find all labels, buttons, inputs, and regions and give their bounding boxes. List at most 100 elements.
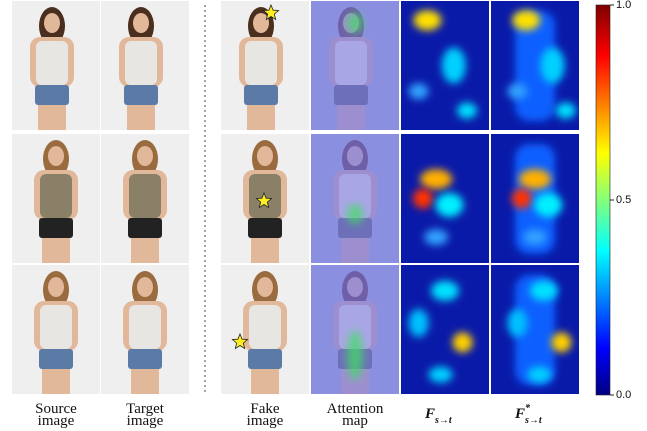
heatmap-blob bbox=[527, 367, 551, 383]
attention-hot bbox=[347, 330, 363, 380]
colorbar bbox=[596, 5, 610, 395]
cell-content bbox=[311, 134, 399, 263]
column-label: Fs→t bbox=[424, 406, 453, 426]
top bbox=[129, 174, 161, 218]
shorts bbox=[248, 349, 282, 369]
legs bbox=[251, 238, 279, 263]
colorbar-tick-label: 0.5 bbox=[616, 194, 631, 206]
legs bbox=[247, 105, 275, 130]
image-cell bbox=[101, 134, 189, 263]
colorbar-tick-label: 1.0 bbox=[616, 0, 631, 11]
cell-content bbox=[101, 265, 189, 394]
head bbox=[253, 13, 269, 33]
image-cell bbox=[491, 1, 579, 130]
image-cell bbox=[101, 265, 189, 394]
legs bbox=[251, 369, 279, 394]
shorts bbox=[39, 349, 73, 369]
legs bbox=[131, 238, 159, 263]
legs bbox=[127, 105, 155, 130]
attention-hot bbox=[347, 13, 363, 33]
legs bbox=[337, 105, 365, 130]
heatmap-blob bbox=[541, 48, 565, 84]
column-label: image bbox=[38, 413, 75, 429]
shorts bbox=[39, 218, 73, 238]
image-cell bbox=[491, 265, 579, 394]
heatmap-blob bbox=[431, 281, 459, 301]
cell-content bbox=[101, 1, 189, 130]
heatmap-blob bbox=[519, 169, 551, 189]
image-cell bbox=[491, 134, 579, 263]
figure: SourceimageTargetimageFakeimageAttention… bbox=[0, 0, 647, 431]
cell-content bbox=[12, 1, 100, 130]
heatmap-blob bbox=[442, 48, 466, 84]
head bbox=[257, 277, 273, 297]
shorts bbox=[248, 218, 282, 238]
colorbar-tick-label: 0.0 bbox=[616, 389, 631, 401]
heatmap-blob bbox=[512, 189, 532, 209]
top bbox=[40, 305, 72, 349]
head bbox=[257, 146, 273, 166]
cell-content bbox=[401, 134, 489, 263]
column-label: image bbox=[247, 413, 284, 429]
head bbox=[347, 146, 363, 166]
cell-content bbox=[491, 265, 579, 394]
top bbox=[129, 305, 161, 349]
cell-content bbox=[311, 1, 399, 130]
image-cell bbox=[311, 134, 399, 263]
head bbox=[48, 146, 64, 166]
image-cell bbox=[311, 1, 399, 130]
top bbox=[245, 41, 277, 85]
cell-content bbox=[401, 1, 489, 130]
cell-content bbox=[221, 265, 309, 394]
image-cell bbox=[12, 1, 100, 130]
cell-content bbox=[221, 1, 309, 130]
column-label: F*s→t bbox=[514, 403, 543, 426]
heatmap-blob bbox=[413, 189, 433, 209]
image-cell bbox=[401, 134, 489, 263]
cell-content bbox=[491, 134, 579, 263]
heatmap-blob bbox=[435, 193, 463, 217]
image-cell bbox=[401, 265, 489, 394]
heatmap-blob bbox=[551, 332, 571, 352]
head bbox=[137, 146, 153, 166]
cell-content bbox=[401, 265, 489, 394]
heatmap-blob bbox=[409, 309, 429, 337]
head bbox=[133, 13, 149, 33]
image-cell bbox=[221, 265, 309, 394]
heatmap-blob bbox=[512, 10, 540, 30]
image-cell bbox=[221, 1, 309, 130]
image-cell bbox=[401, 1, 489, 130]
cell-content bbox=[101, 134, 189, 263]
cell-content bbox=[491, 1, 579, 130]
top bbox=[40, 174, 72, 218]
attention-hot bbox=[347, 204, 363, 224]
head bbox=[137, 277, 153, 297]
legs bbox=[341, 238, 369, 263]
heatmap-blob bbox=[424, 229, 448, 245]
heatmap-blob bbox=[409, 83, 429, 99]
symbol: F bbox=[424, 406, 435, 422]
column-label: map bbox=[342, 413, 368, 429]
subscript: s→t bbox=[434, 415, 453, 426]
legs bbox=[131, 369, 159, 394]
column-label: image bbox=[127, 413, 164, 429]
head bbox=[347, 277, 363, 297]
heatmap-blob bbox=[556, 103, 576, 119]
top bbox=[125, 41, 157, 85]
symbol: F bbox=[514, 406, 525, 422]
legs bbox=[38, 105, 66, 130]
heatmap-blob bbox=[530, 281, 558, 301]
heatmap-blob bbox=[429, 367, 453, 383]
image-cell bbox=[311, 265, 399, 394]
shorts bbox=[334, 85, 368, 105]
heatmap-blob bbox=[457, 103, 477, 119]
heatmap-blob bbox=[420, 169, 452, 189]
shorts bbox=[244, 85, 278, 105]
top bbox=[335, 41, 367, 85]
head bbox=[44, 13, 60, 33]
column-labels: SourceimageTargetimageFakeimageAttention… bbox=[35, 401, 543, 429]
cell-content bbox=[12, 134, 100, 263]
shorts bbox=[35, 85, 69, 105]
heatmap-blob bbox=[453, 332, 473, 352]
superscript: * bbox=[525, 403, 531, 414]
